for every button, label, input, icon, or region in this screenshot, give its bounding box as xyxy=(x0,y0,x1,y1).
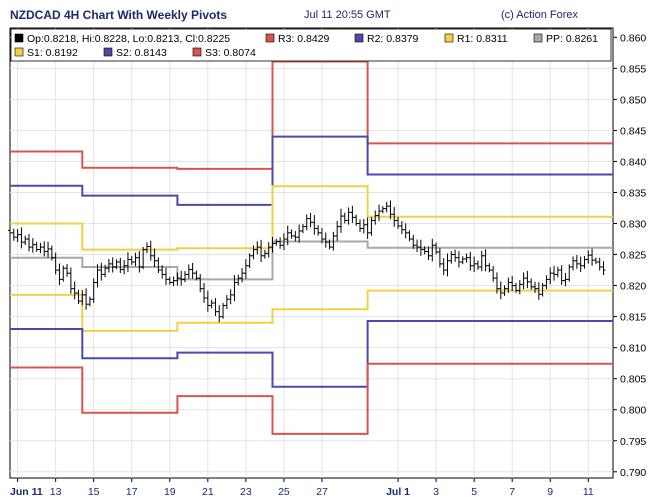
legend-label-pp: PP: 0.8261 xyxy=(546,33,598,45)
x-tick-label: 19 xyxy=(164,486,176,498)
x-tick-label: 23 xyxy=(240,486,252,498)
legend-label-s1: S1: 0.8192 xyxy=(27,47,78,59)
x-axis: Jun 11 13 15 17 19 21 23 25 27 Jul 1 3 5 7 9 11 xyxy=(10,478,594,498)
y-tick-label: 0.800 xyxy=(620,405,646,417)
x-tick-label: Jun 11 xyxy=(10,486,43,498)
y-tick-label: 0.825 xyxy=(620,250,646,262)
legend-label-s2: S2: 0.8143 xyxy=(116,47,167,59)
legend-label-s3: S3: 0.8074 xyxy=(205,47,256,59)
y-tick-label: 0.835 xyxy=(620,187,646,199)
y-tick-label: 0.840 xyxy=(620,156,646,168)
legend-s1: S1: 0.8192 xyxy=(14,47,78,59)
x-tick-label: 15 xyxy=(88,486,100,498)
legend-r2: R2: 0.8379 xyxy=(354,33,419,45)
legend-label-r3: R3: 0.8429 xyxy=(278,33,330,45)
pivot-line-s1 xyxy=(10,289,613,332)
x-tick-label: 13 xyxy=(50,486,62,498)
y-tick-label: 0.795 xyxy=(620,436,646,448)
legend-swatch-r3 xyxy=(265,33,275,43)
legend-label-r2: R2: 0.8379 xyxy=(367,33,419,45)
y-axis: 0.790 0.795 0.800 0.805 0.810 0.815 0.820 0.825… xyxy=(613,32,646,479)
x-tick-label: 11 xyxy=(583,486,594,498)
x-tick-label: 3 xyxy=(433,486,439,498)
x-tick-label: 7 xyxy=(509,486,515,498)
x-tick-label: 21 xyxy=(202,486,214,498)
x-tick-label: 9 xyxy=(547,486,553,498)
legend-swatch-pp xyxy=(533,33,543,43)
legend-swatch-s3 xyxy=(192,47,202,57)
legend-swatch-r1 xyxy=(444,33,454,43)
y-tick-label: 0.790 xyxy=(620,467,646,479)
y-tick-label: 0.850 xyxy=(620,94,646,106)
pivot-line-s2 xyxy=(10,320,613,388)
legend-label-r1: R1: 0.8311 xyxy=(457,33,508,45)
x-tick-label: 5 xyxy=(471,486,477,498)
y-tick-label: 0.810 xyxy=(620,343,646,355)
y-tick-label: 0.860 xyxy=(620,32,646,44)
legend-swatch-s2 xyxy=(103,47,113,57)
legend-box xyxy=(10,28,612,62)
legend-swatch-ohlc xyxy=(14,33,24,43)
y-tick-label: 0.845 xyxy=(620,125,646,137)
grid-lines xyxy=(10,28,613,478)
chart-credit: (c) Action Forex xyxy=(501,9,579,21)
pivot-line-s3 xyxy=(10,362,613,435)
legend-s3: S3: 0.8074 xyxy=(192,47,256,59)
chart-title: NZDCAD 4H Chart With Weekly Pivots xyxy=(10,8,228,22)
legend-label-ohlc: Op:0.8218, Hi:0.8228, Lo:0.8213, Cl:0.82… xyxy=(27,33,230,45)
legend-swatch-s1 xyxy=(14,47,24,57)
y-tick-label: 0.855 xyxy=(620,63,646,75)
x-tick-label: 27 xyxy=(316,486,328,498)
pivot-lines xyxy=(10,60,613,435)
pivot-line-pp xyxy=(10,240,613,281)
x-tick-label: 17 xyxy=(126,486,138,498)
y-tick-label: 0.805 xyxy=(620,374,646,386)
y-tick-label: 0.830 xyxy=(620,219,646,231)
price-bars xyxy=(8,200,606,323)
legend-r1: R1: 0.8311 xyxy=(444,33,508,45)
legend-r3: R3: 0.8429 xyxy=(265,33,330,45)
legend-swatch-r2 xyxy=(354,33,364,43)
legend-ohlc: Op:0.8218, Hi:0.8228, Lo:0.8213, Cl:0.82… xyxy=(14,33,230,45)
y-tick-label: 0.820 xyxy=(620,281,646,293)
chart-timestamp: Jul 11 20:55 GMT xyxy=(304,9,391,21)
legend-pp: PP: 0.8261 xyxy=(533,33,598,45)
plot-area xyxy=(9,27,614,479)
legend-s2: S2: 0.8143 xyxy=(103,47,167,59)
x-tick-label: 25 xyxy=(278,486,290,498)
x-tick-label: Jul 1 xyxy=(386,486,410,498)
y-tick-label: 0.815 xyxy=(620,312,646,324)
